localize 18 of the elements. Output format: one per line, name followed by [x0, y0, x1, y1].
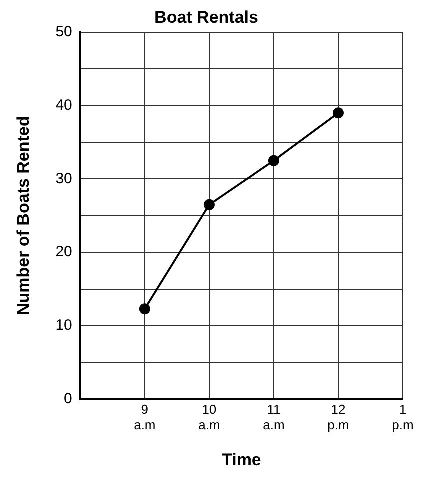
y-tick-label: 40	[56, 96, 72, 114]
x-axis-title: Time	[222, 450, 262, 470]
y-tick-label: 10	[56, 317, 72, 334]
x-tick-label: 10 a.m	[198, 402, 220, 432]
point	[268, 155, 280, 166]
y-tick-label: 30	[56, 170, 72, 188]
point	[204, 199, 215, 210]
y-tick-label: 0	[64, 390, 72, 408]
x-tick-label: 12 p.m	[328, 402, 350, 432]
x-tick-label: 1 p.m	[392, 402, 414, 432]
point	[332, 108, 344, 119]
y-tick-label: 50	[56, 24, 72, 41]
x-tick-label: 9 a.m	[134, 402, 156, 432]
chart-title: Boat Rentals	[154, 8, 258, 27]
x-tick-label: 11 a.m	[263, 402, 285, 432]
y-tick-label: 20	[56, 244, 72, 261]
point	[139, 304, 150, 315]
y-axis-title: Number of Boats Rented	[14, 116, 33, 316]
